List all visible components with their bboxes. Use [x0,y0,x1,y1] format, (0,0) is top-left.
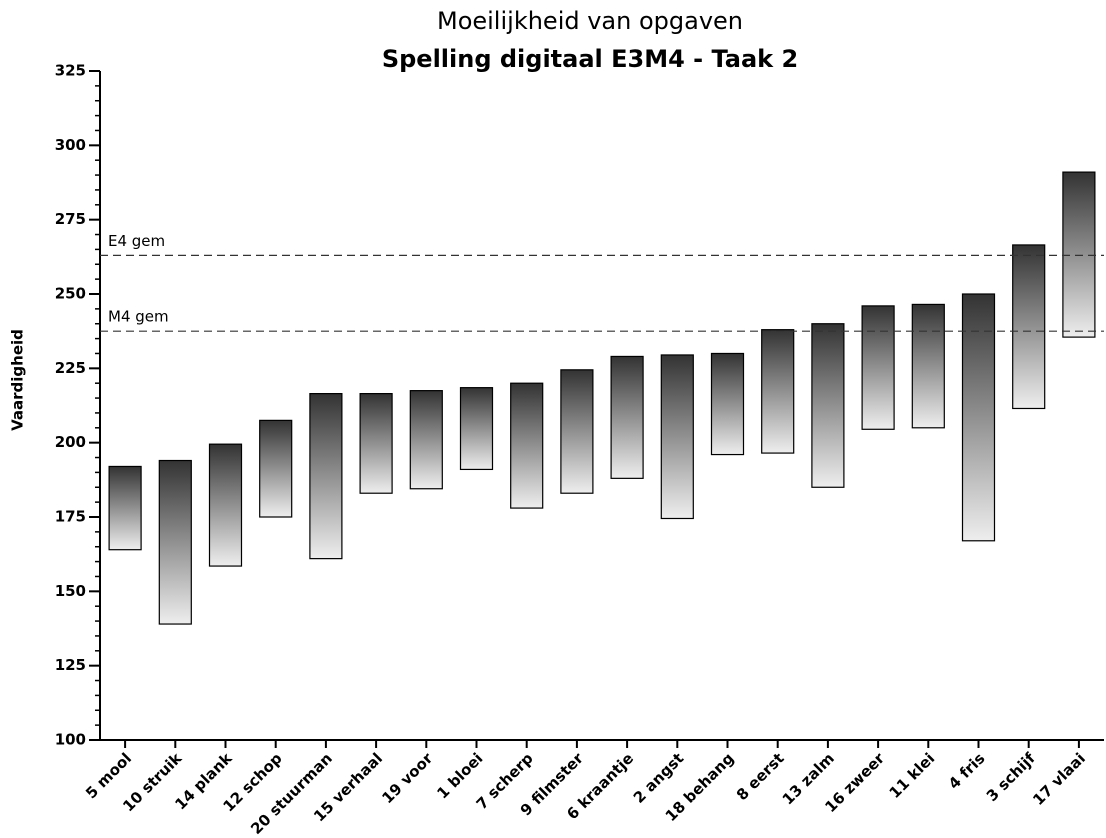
bar [108,465,142,551]
x-tick-label: 17 vlaai [1029,749,1089,809]
y-tick-label: 125 [55,656,86,674]
bar [811,323,845,488]
reference-label: M4 gem [108,308,169,326]
bar [1012,244,1046,410]
y-axis-label: Vaardigheid [9,329,27,431]
bar [359,393,393,494]
y-tick-label: 275 [55,210,86,228]
bar [710,352,745,456]
chart-subtitle: Spelling digitaal E3M4 - Taak 2 [382,45,798,73]
y-tick-label: 225 [55,359,86,377]
bar [660,354,694,520]
bar [510,382,544,509]
x-tick-label: 4 fris [945,749,989,793]
bar [911,303,945,429]
bar [560,369,594,494]
bar [208,443,243,567]
reference-label: E4 gem [108,232,165,250]
bar [610,355,644,479]
y-tick-label: 150 [55,582,86,600]
chart-title: Moeilijkheid van opgaven [437,7,743,35]
y-tick-label: 175 [55,508,86,526]
bar [459,387,494,471]
x-tick-label: 11 klei [886,749,939,802]
bar [861,305,895,430]
y-tick-label: 200 [55,433,86,451]
y-tick-label: 325 [55,62,86,80]
bar [409,390,443,490]
bar [158,459,192,625]
bar [1062,171,1096,338]
bar [309,393,343,560]
bar [259,419,293,518]
bar [961,293,996,542]
x-tick-label: 19 voor [378,749,436,807]
y-tick-label: 300 [55,136,86,154]
y-tick-label: 250 [55,285,86,303]
y-tick-label: 100 [55,731,86,749]
bar [761,329,795,454]
